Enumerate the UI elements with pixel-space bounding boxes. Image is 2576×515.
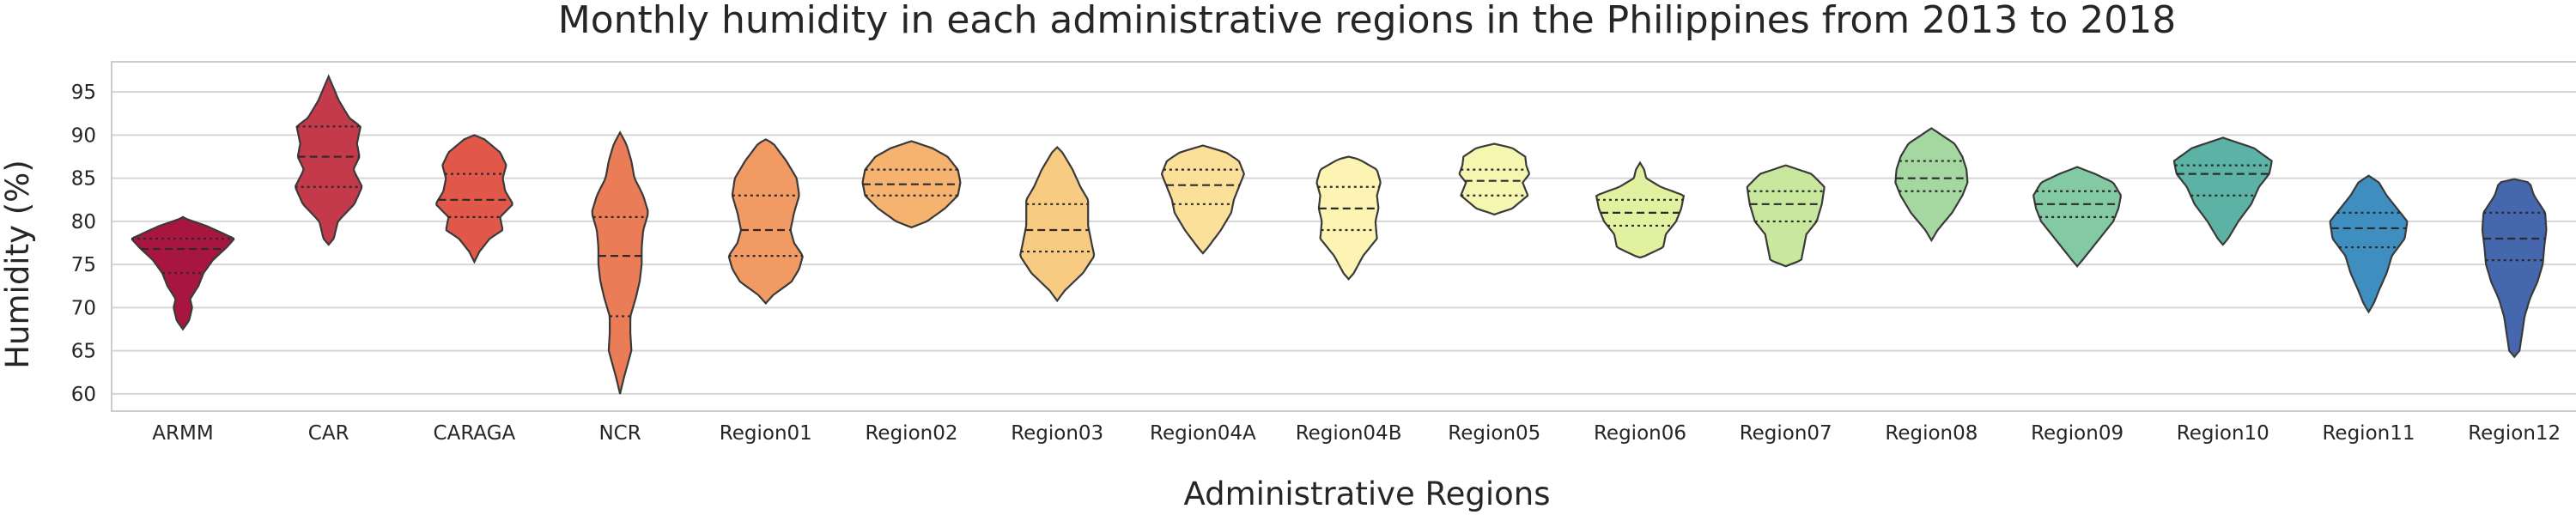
violin-region01 (727, 138, 804, 306)
violin-armm (131, 215, 235, 331)
y-tick-label: 70 (71, 297, 96, 319)
x-tick-label: Region07 (1740, 422, 1832, 445)
y-tick-label: 65 (71, 341, 96, 363)
violin-region08 (1894, 127, 1969, 243)
violin-body (295, 74, 363, 246)
violin-region12 (2481, 178, 2548, 359)
x-tick-label: Region12 (2468, 422, 2561, 445)
x-tick-label: CARAGA (434, 422, 516, 445)
violin-car (295, 74, 363, 246)
y-axis-label: Humidity (%) (0, 160, 36, 369)
violin-body (1315, 155, 1382, 281)
violin-body (1595, 161, 1686, 259)
violin-region05 (1458, 142, 1530, 216)
y-tick-label: 90 (71, 124, 96, 147)
x-tick-label: Region05 (1448, 422, 1540, 445)
plot-frame (111, 61, 2576, 412)
x-tick-label: Region10 (2177, 422, 2269, 445)
violin-caraga (435, 134, 513, 264)
violin-region09 (2032, 166, 2122, 268)
violin-body (2481, 178, 2548, 359)
y-axis-ticks: 60 65 70 75 80 85 90 95 (71, 82, 96, 406)
x-tick-label: Region04B (1296, 422, 1402, 445)
violin-body (1458, 142, 1530, 216)
y-tick-label: 85 (71, 168, 96, 191)
violin-body (591, 130, 649, 395)
violin-region11 (2329, 174, 2409, 314)
x-tick-label: Region01 (720, 422, 812, 445)
x-tick-label: CAR (308, 422, 349, 445)
x-tick-label: Region06 (1594, 422, 1686, 445)
violin-body (1019, 145, 1096, 303)
violin-body (1160, 144, 1245, 255)
y-tick-label: 80 (71, 211, 96, 233)
x-tick-label: NCR (598, 422, 641, 445)
x-axis-ticks: ARMM CAR CARAGA NCR Region01 Region02 Region03… (152, 422, 2561, 445)
violin-region04a (1160, 144, 1245, 255)
violin-body (2172, 136, 2273, 246)
violin-region03 (1019, 145, 1096, 303)
x-tick-label: Region09 (2031, 422, 2123, 445)
violin-region06 (1595, 161, 1686, 259)
x-axis-label: Administrative Regions (1183, 476, 1550, 512)
chart-title: Monthly humidity in each administrative … (558, 0, 2176, 42)
violin-region04b (1315, 155, 1382, 281)
x-tick-label: ARMM (152, 422, 213, 445)
violin-body (2329, 174, 2409, 314)
violin-body (727, 138, 804, 306)
violin-body (1746, 164, 1826, 268)
x-tick-label: Region08 (1885, 422, 1978, 445)
x-tick-label: Region03 (1011, 422, 1103, 445)
y-tick-label: 75 (71, 254, 96, 276)
x-tick-label: Region11 (2322, 422, 2415, 445)
y-tick-label: 95 (71, 82, 96, 104)
x-tick-label: Region02 (865, 422, 957, 445)
violin-ncr (591, 130, 649, 395)
y-tick-label: 60 (71, 384, 96, 406)
violin-body (435, 134, 513, 264)
violin-body (1894, 127, 1969, 243)
violin-region07 (1746, 164, 1826, 268)
violin-region02 (861, 140, 962, 229)
violin-region10 (2172, 136, 2273, 246)
x-tick-label: Region04A (1150, 422, 1256, 445)
violin-plot-area (131, 74, 2548, 395)
